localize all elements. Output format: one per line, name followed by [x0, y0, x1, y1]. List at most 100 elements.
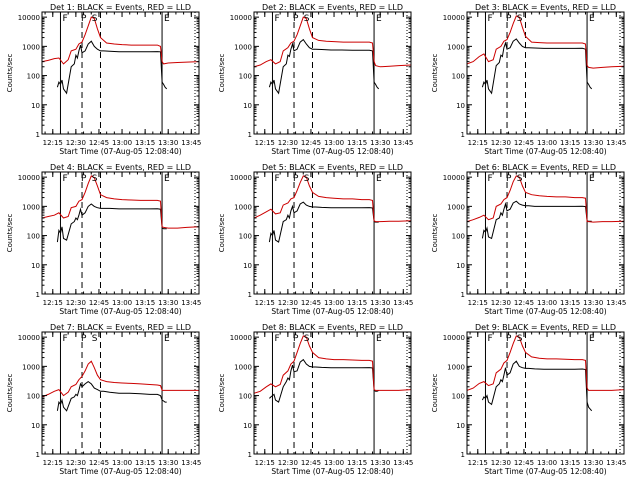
panel-det-6: 1 10 100 1000 10000 12:15 12:30 12:45 13:00 13:15… [431, 163, 626, 316]
panel-det-3: 1 10 100 1000 10000 12:15 12:30 12:45 13:00 13:15… [431, 3, 626, 156]
y-tick-label: 1000 [22, 363, 40, 371]
plot-frame [41, 331, 200, 455]
y-axis-label: Counts/sec [431, 374, 439, 413]
panel-det-2: 1 10 100 1000 10000 12:15 12:30 12:45 13:00 13:15… [218, 3, 413, 156]
x-tick-label: 13:30 [158, 139, 178, 147]
phase-marker-label: F [274, 174, 279, 184]
y-tick-label: 1000 [447, 203, 465, 211]
y-tick-label: 1 [248, 131, 252, 139]
x-tick-label: 12:30 [491, 459, 511, 467]
x-tick-label: 13:45 [606, 139, 626, 147]
x-axis-label: Start Time (07-Aug-05 12:08:40) [59, 307, 181, 316]
y-tick-label: 100 [452, 233, 465, 241]
x-tick-label: 12:15 [468, 459, 488, 467]
x-tick-label: 12:45 [89, 299, 109, 307]
phase-marker-label: P [81, 334, 87, 344]
x-tick-label: 13:00 [112, 299, 132, 307]
y-tick-label: 1000 [447, 43, 465, 51]
phase-marker-label: F [62, 174, 67, 184]
panel-title: Det 9: BLACK = Events, RED = LLD [475, 323, 616, 332]
series-events-line [268, 38, 380, 95]
x-tick-label: 13:15 [135, 299, 155, 307]
plot-frame [466, 11, 625, 135]
phase-marker-label: E [164, 174, 170, 184]
x-tick-label: 12:15 [255, 139, 275, 147]
phase-marker-label: P [293, 14, 299, 24]
phase-marker-label: E [589, 334, 595, 344]
series-events-line [268, 201, 379, 243]
panel-det-8: 1 10 100 1000 10000 12:15 12:30 12:45 13:00 13:15… [218, 323, 413, 476]
x-tick-label: 13:30 [583, 459, 603, 467]
phase-marker-label: S [92, 334, 98, 344]
plot-frame [253, 331, 412, 455]
y-axis-label: Counts/sec [218, 54, 226, 93]
x-tick-label: 12:30 [491, 299, 511, 307]
phase-marker-label: E [164, 334, 170, 344]
phase-marker-label: P [293, 334, 299, 344]
x-tick-label: 12:45 [301, 139, 321, 147]
y-tick-label: 100 [452, 393, 465, 401]
series-lld-line [42, 360, 199, 398]
phase-marker-label: S [517, 14, 523, 24]
x-tick-label: 13:00 [537, 459, 557, 467]
x-tick-label: 13:00 [537, 299, 557, 307]
series-group [467, 335, 624, 412]
x-tick-label: 13:30 [158, 299, 178, 307]
x-tick-label: 12:30 [278, 299, 298, 307]
y-axis-label: Counts/sec [218, 214, 226, 253]
series-events-line [481, 200, 592, 240]
y-tick-label: 100 [27, 393, 40, 401]
x-tick-label: 12:15 [255, 299, 275, 307]
series-group [467, 15, 624, 95]
phase-marker-label: P [506, 174, 512, 184]
panel-det-7: 1 10 100 1000 10000 12:15 12:30 12:45 13:00 13:15… [6, 323, 201, 476]
x-tick-label: 13:15 [560, 299, 580, 307]
x-tick-label: 12:45 [514, 459, 534, 467]
series-group [42, 360, 199, 412]
series-events-line [56, 203, 167, 243]
y-tick-label: 1000 [234, 363, 252, 371]
y-tick-label: 100 [239, 73, 252, 81]
panel-title: Det 3: BLACK = Events, RED = LLD [475, 3, 616, 12]
x-tick-label: 12:30 [278, 139, 298, 147]
x-tick-label: 13:30 [370, 299, 390, 307]
panel-det-5: 1 10 100 1000 10000 12:15 12:30 12:45 13:00 13:15… [218, 163, 413, 316]
x-tick-label: 13:45 [393, 139, 413, 147]
y-axis-label: Counts/sec [431, 54, 439, 93]
phase-marker-label: S [304, 334, 310, 344]
series-group [254, 16, 411, 95]
x-tick-label: 13:30 [158, 459, 178, 467]
x-tick-label: 13:30 [370, 459, 390, 467]
y-tick-label: 1000 [234, 203, 252, 211]
panel-title: Det 5: BLACK = Events, RED = LLD [262, 163, 403, 172]
series-lld-line [254, 16, 411, 68]
series-group [254, 175, 411, 243]
x-axis-label: Start Time (07-Aug-05 12:08:40) [271, 147, 393, 156]
y-axis-label: Counts/sec [6, 214, 14, 253]
plot-frame [253, 11, 412, 135]
y-tick-label: 10000 [18, 14, 40, 22]
phase-marker-label: P [81, 14, 87, 24]
phase-marker-label: P [506, 334, 512, 344]
x-tick-label: 13:45 [181, 459, 201, 467]
panel-det-1: 1 10 100 1000 10000 12:15 12:30 12:45 13:00 13:15… [6, 3, 201, 156]
x-tick-label: 13:45 [606, 459, 626, 467]
series-lld-line [42, 175, 199, 229]
plot-frame [41, 171, 200, 295]
series-events-line [56, 380, 167, 412]
x-tick-label: 13:30 [370, 139, 390, 147]
x-tick-label: 12:30 [66, 139, 86, 147]
x-axis-label: Start Time (07-Aug-05 12:08:40) [484, 307, 606, 316]
phase-marker-label: F [62, 14, 67, 24]
x-tick-label: 13:15 [347, 139, 367, 147]
x-tick-label: 13:45 [393, 459, 413, 467]
x-tick-label: 13:15 [560, 139, 580, 147]
x-tick-label: 13:00 [324, 459, 344, 467]
phase-marker-label: S [517, 334, 523, 344]
phase-marker-label: F [487, 14, 492, 24]
phase-marker-label: S [92, 14, 98, 24]
y-tick-label: 100 [452, 73, 465, 81]
x-tick-label: 12:15 [468, 139, 488, 147]
phase-marker-label: S [304, 14, 310, 24]
